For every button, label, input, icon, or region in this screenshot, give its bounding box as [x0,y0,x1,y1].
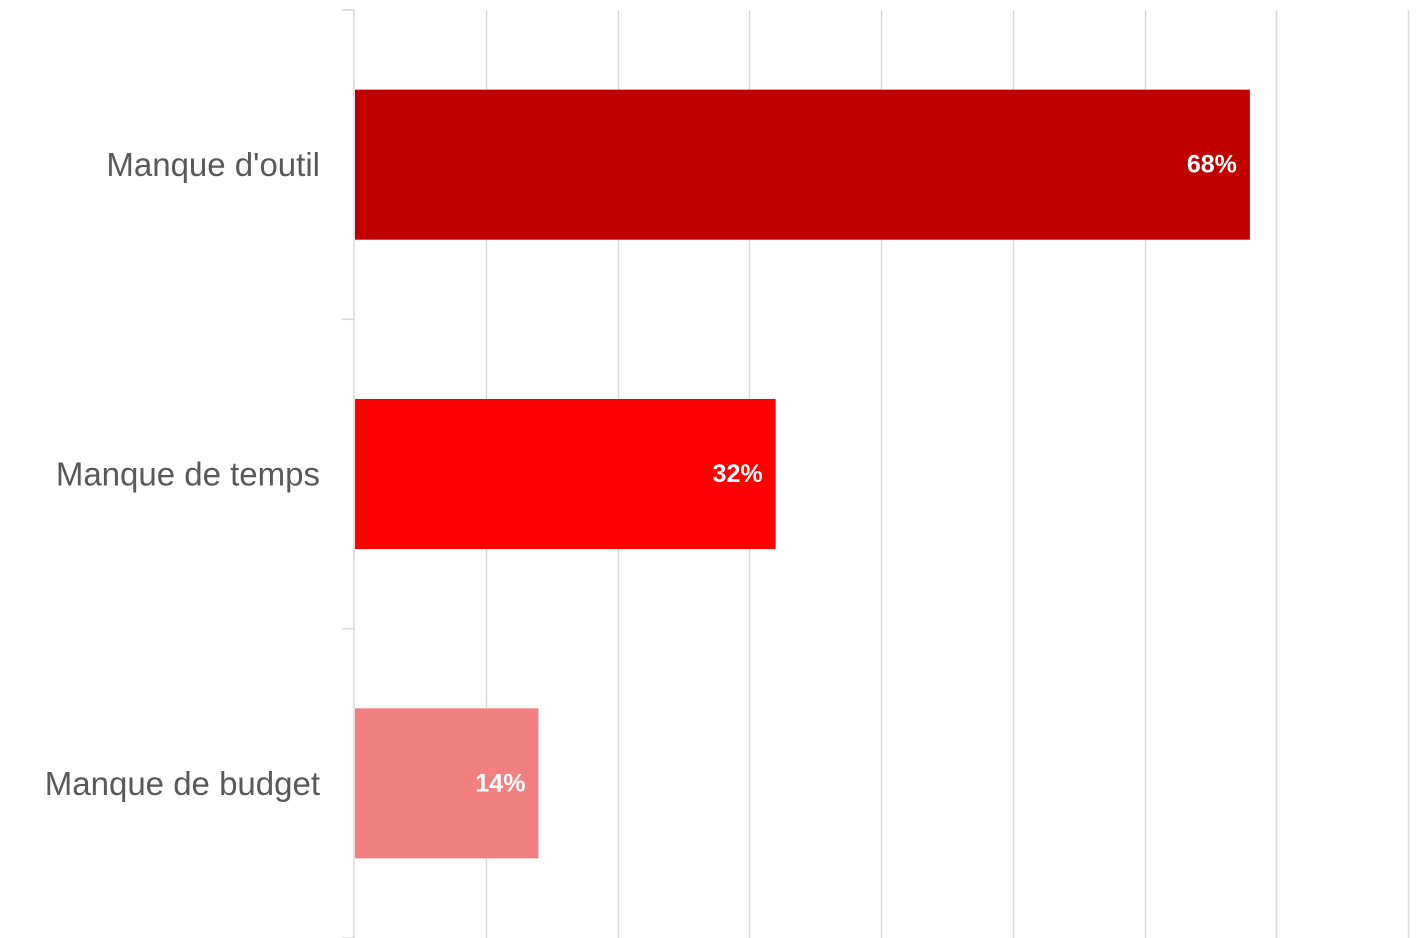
bar [355,398,776,550]
labels: Manque d'outil 68% Manque de temps 32% Manqu… [45,146,1237,802]
category-axis [342,9,355,938]
category-label: Manque d'outil [106,146,320,183]
data-label: 32% [713,460,763,488]
category-label: Manque de budget [45,765,320,802]
category-label: Manque de temps [56,456,320,493]
data-label: 14% [475,769,525,797]
bars [355,89,1250,859]
bar [355,708,539,859]
bar [355,89,1250,240]
data-label: 68% [1187,151,1237,179]
